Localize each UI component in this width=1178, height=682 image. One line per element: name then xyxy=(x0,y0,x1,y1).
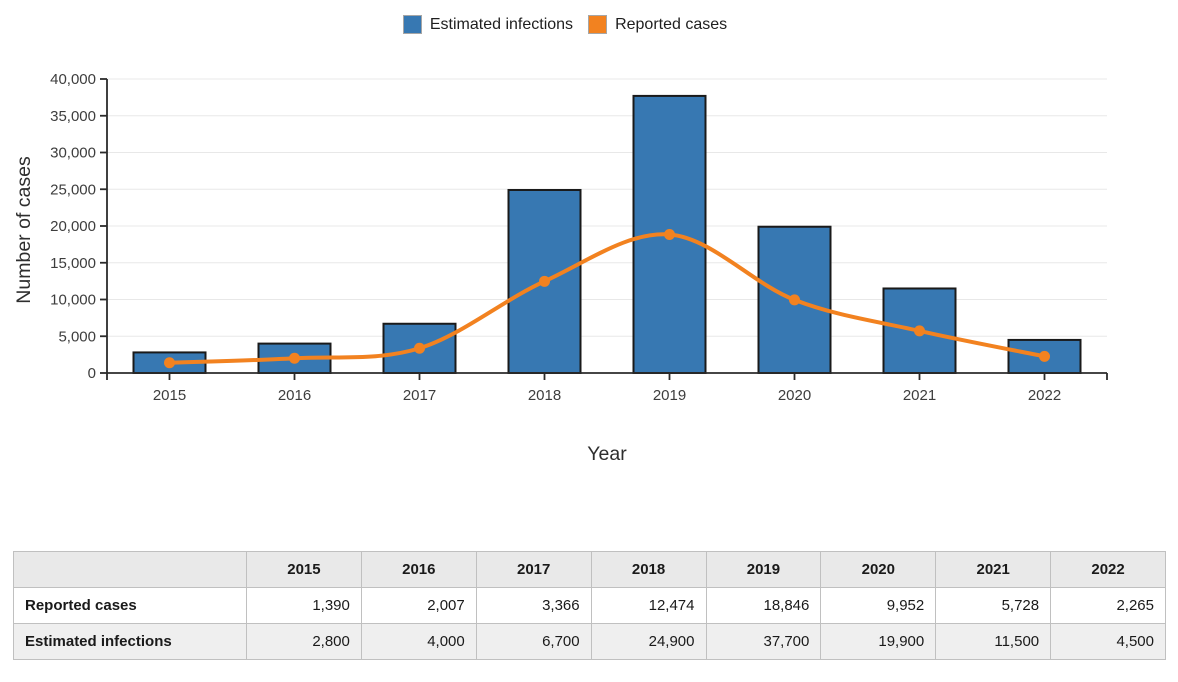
legend-item-reported-cases[interactable]: Reported cases xyxy=(588,15,727,34)
table-corner-cell xyxy=(13,551,247,588)
legend-label-reported-cases: Reported cases xyxy=(615,15,728,33)
table-cell: 5,728 xyxy=(935,587,1052,624)
y-tick-label: 10,000 xyxy=(50,292,96,309)
reported-cases-swatch-icon xyxy=(588,15,608,34)
table-cell: 2,800 xyxy=(246,623,362,660)
table-cell: 2,265 xyxy=(1050,587,1166,624)
line-marker-2020 xyxy=(789,294,800,306)
x-axis-title: Year xyxy=(587,443,627,465)
table-column-header-2020: 2020 xyxy=(820,551,937,588)
table-header: 2015 2016 2017 2018 2019 2020 2021 2022 xyxy=(13,551,1166,588)
y-tick-label: 30,000 xyxy=(50,145,96,162)
table-cell: 11,500 xyxy=(935,623,1052,660)
x-tick-label: 2019 xyxy=(653,387,686,404)
data-table: 2015 2016 2017 2018 2019 2020 2021 2022 Reporte… xyxy=(13,551,1166,660)
table-column-header-2015: 2015 xyxy=(246,551,362,588)
line-marker-2019 xyxy=(664,228,675,240)
legend-label-estimated-infections: Estimated infections xyxy=(429,15,574,33)
table-cell: 1,390 xyxy=(246,587,362,624)
y-tick-label: 20,000 xyxy=(50,218,96,235)
y-tick-label: 25,000 xyxy=(50,181,96,198)
legend-item-estimated-infections[interactable]: Estimated infections xyxy=(402,15,574,34)
x-tick-label: 2016 xyxy=(278,387,311,404)
x-tick-label: 2020 xyxy=(778,387,811,404)
table-cell: 4,000 xyxy=(360,623,477,660)
table-column-header-2018: 2018 xyxy=(590,551,707,588)
table-cell: 9,952 xyxy=(820,587,937,624)
table-body: Reported cases 1,390 2,007 3,366 12,474 18,84… xyxy=(13,587,1166,660)
reported-cases-line xyxy=(167,232,1047,365)
line-marker-2022 xyxy=(1039,350,1050,362)
table-cell: 3,366 xyxy=(475,587,592,624)
estimated-infections-swatch-icon xyxy=(402,15,422,34)
table-header-row: 2015 2016 2017 2018 2019 2020 2021 2022 xyxy=(13,551,1166,588)
line-marker-2021 xyxy=(914,325,925,337)
table-column-header-2016: 2016 xyxy=(360,551,477,588)
table-column-header-2022: 2022 xyxy=(1050,551,1166,588)
x-tick-label: 2022 xyxy=(1028,387,1061,404)
table-cell: 4,500 xyxy=(1050,623,1166,660)
table-row: Estimated infections 2,800 4,000 6,700 24,90… xyxy=(13,623,1166,660)
table-cell: 19,900 xyxy=(820,623,937,660)
table-cell: 2,007 xyxy=(360,587,477,624)
line-marker-2015 xyxy=(164,357,175,369)
x-tick-label: 2018 xyxy=(528,387,561,404)
table-cell: 18,846 xyxy=(705,587,822,624)
table-row-label: Reported cases xyxy=(13,587,247,624)
table-column-header-2021: 2021 xyxy=(935,551,1052,588)
combo-chart: 0 5,000 10,000 15,000 20,000 25,000 30,000 35,0… xyxy=(13,71,1108,465)
x-tick-label: 2021 xyxy=(903,387,936,404)
chart-legend: Estimated infections Reported cases xyxy=(0,15,1154,34)
table-row-label: Estimated infections xyxy=(13,623,247,660)
table-cell: 6,700 xyxy=(475,623,592,660)
table-cell: 12,474 xyxy=(590,587,707,624)
table-column-header-2019: 2019 xyxy=(705,551,822,588)
y-axis-title: Number of cases xyxy=(13,156,35,304)
table-row: Reported cases 1,390 2,007 3,366 12,474 18,84… xyxy=(13,587,1166,624)
y-tick-label: 35,000 xyxy=(50,108,96,125)
table-cell: 24,900 xyxy=(590,623,707,660)
line-marker-2017 xyxy=(414,342,425,354)
line-marker-2016 xyxy=(289,352,300,364)
y-tick-label: 0 xyxy=(88,365,96,382)
y-tick-label: 40,000 xyxy=(50,71,96,88)
table-column-header-2017: 2017 xyxy=(475,551,592,588)
y-tick-label: 5,000 xyxy=(58,328,96,345)
x-tick-label: 2015 xyxy=(153,387,186,404)
table-cell: 37,700 xyxy=(705,623,822,660)
x-tick-label: 2017 xyxy=(403,387,436,404)
line-marker-2018 xyxy=(539,275,550,287)
y-tick-label: 15,000 xyxy=(50,255,96,272)
